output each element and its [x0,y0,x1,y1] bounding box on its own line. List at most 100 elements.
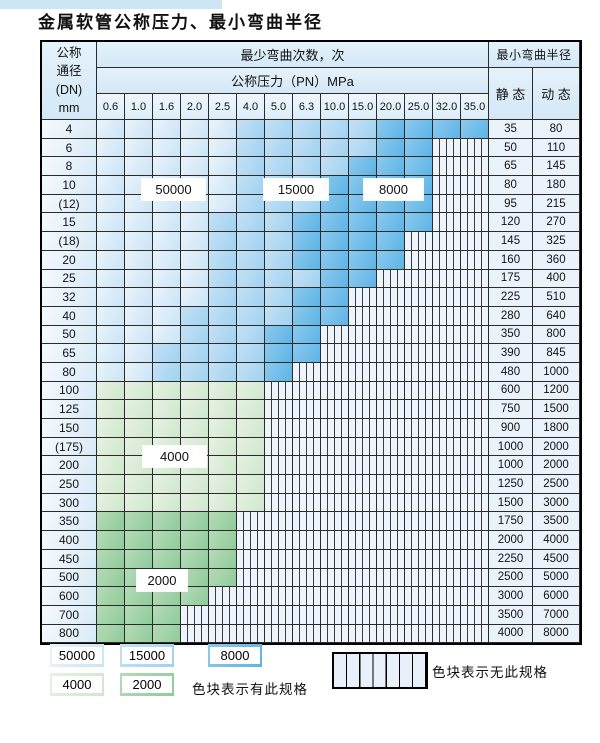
zone-cell-no-spec [293,568,321,588]
static-radius-cell: 900 [489,419,533,438]
zone-cell-no-spec [433,605,461,625]
dn-column-header: 公称 通径 (DN) mm [42,42,97,120]
zone-cell [181,512,209,532]
zone-cell [209,288,237,307]
zone-cell [181,344,209,363]
zone-cell [349,269,377,289]
zone-cell-no-spec [349,512,377,532]
zone-cell-no-spec [293,381,321,401]
zone-cell-no-spec [265,456,293,476]
zone-cell-no-spec [433,493,461,513]
dn-header-line: 公称 [56,46,82,61]
pressure-header-cell: 32.0 [433,94,461,120]
zone-cell-no-spec [433,306,461,326]
zone-cell-no-spec [461,381,489,401]
dynamic-radius-cell: 110 [533,138,580,158]
zone-cell-no-spec [293,605,321,625]
min-bend-cycles-header: 最少弯曲次数，次 [97,42,489,68]
zone-cell-no-spec [377,568,405,588]
dn-cell: 350 [42,512,97,532]
dynamic-radius-cell: 6000 [533,587,580,606]
zone-cell [293,250,321,270]
zone-cell [237,475,265,494]
zone-cell-no-spec [433,194,461,214]
zone-cell [97,381,125,401]
dn-cell: 700 [42,605,97,625]
legend-swatch-8000: 8000 [208,644,262,667]
zone-cell [181,325,209,345]
zone-cell [125,549,153,569]
static-radius-cell: 50 [489,138,533,158]
zone-cell-no-spec [433,344,461,363]
zone-cell [125,624,153,644]
dn-cell: 4 [42,120,97,139]
zone-cell-no-spec [433,624,461,644]
static-radius-cell: 2500 [489,568,533,588]
zone-cell-no-spec [321,549,349,569]
legend-value-2000: 2000 [122,676,172,693]
zone-cell-no-spec [293,587,321,606]
zone-cell [97,157,125,177]
pressure-header-cell: 1.6 [153,94,181,120]
zone-cell [293,232,321,251]
zone-cell-no-spec [405,512,433,532]
zone-cell [237,138,265,158]
zone-cell-no-spec [405,624,433,644]
zone-cell-no-spec [237,568,265,588]
static-radius-cell: 1250 [489,475,533,494]
zone-cell [293,157,321,177]
zone-cell-no-spec [237,605,265,625]
static-radius-cell: 3000 [489,587,533,606]
zone-cell-no-spec [321,344,349,363]
dynamic-radius-cell: 4500 [533,549,580,569]
zone-cell [181,269,209,289]
cycle-count-label: 8000 [364,179,423,200]
zone-cell-no-spec [265,549,293,569]
zone-cell-no-spec [321,605,349,625]
zone-cell [97,194,125,214]
zone-cell [97,400,125,419]
zone-cell [293,306,321,326]
zone-cell-no-spec [237,587,265,606]
dn-cell: 100 [42,381,97,401]
zone-cell-no-spec [405,400,433,419]
zone-cell [265,138,293,158]
dynamic-radius-cell: 510 [533,288,580,307]
zone-cell [237,120,265,139]
static-radius-cell: 1000 [489,437,533,457]
zone-cell-no-spec [405,456,433,476]
zone-cell [349,138,377,158]
static-radius-cell: 750 [489,400,533,419]
dynamic-radius-cell: 800 [533,325,580,345]
zone-cell [237,232,265,251]
zone-cell-no-spec [377,456,405,476]
zone-cell-no-spec [237,512,265,532]
zone-cell [209,269,237,289]
zone-cell [153,400,181,419]
zone-cell-no-spec [293,531,321,550]
zone-cell [349,232,377,251]
zone-cell-no-spec [293,493,321,513]
zone-cell-no-spec [405,381,433,401]
cycle-count-label: 50000 [142,179,205,200]
zone-cell [153,381,181,401]
cycle-count-label: 2000 [137,570,187,591]
zone-cell [181,400,209,419]
zone-cell [237,306,265,326]
zone-cell-no-spec [461,493,489,513]
zone-cell [97,213,125,233]
legend-value-8000: 8000 [210,647,260,664]
zone-cell [153,624,181,644]
static-radius-cell: 225 [489,288,533,307]
zone-cell [209,344,237,363]
zone-cell [293,138,321,158]
zone-cell-no-spec [461,306,489,326]
zone-cell [209,512,237,532]
zone-cell [125,288,153,307]
zone-cell [125,250,153,270]
dn-cell: 15 [42,213,97,233]
zone-cell-no-spec [321,624,349,644]
zone-cell-no-spec [377,549,405,569]
zone-cell [97,250,125,270]
zone-cell [181,306,209,326]
